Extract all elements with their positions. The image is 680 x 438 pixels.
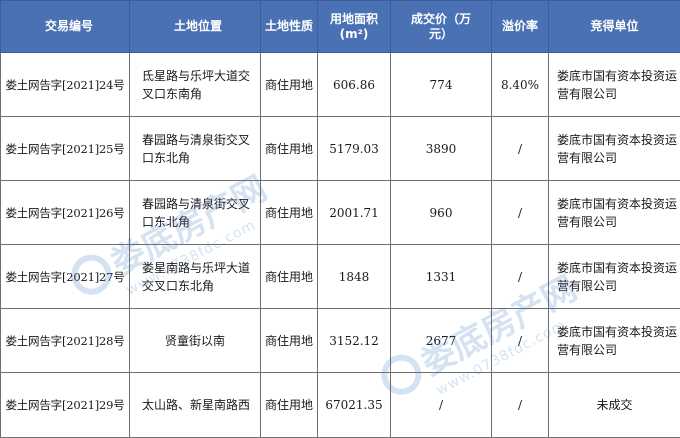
cell-winner: 未成交: [549, 373, 680, 438]
cell-winner: 娄底市国有资本投资运营有限公司: [549, 53, 680, 117]
cell-price: 960: [391, 181, 492, 245]
cell-code: 娄土网告字[2021]26号: [1, 181, 130, 245]
cell-location: 春园路与清泉街交叉口东北角: [130, 117, 261, 181]
table-row: 娄土网告字[2021]24号 氐星路与乐坪大道交叉口东南角 商住用地 606.8…: [1, 53, 680, 117]
cell-winner: 娄底市国有资本投资运营有限公司: [549, 181, 680, 245]
header-location: 土地位置: [130, 1, 261, 53]
cell-code: 娄土网告字[2021]27号: [1, 245, 130, 309]
table-row: 娄土网告字[2021]29号 太山路、新星南路西 商住用地 67021.35 /…: [1, 373, 680, 438]
cell-winner: 娄底市国有资本投资运营有限公司: [549, 309, 680, 373]
table-row: 娄土网告字[2021]26号 春园路与清泉街交叉口东北角 商住用地 2001.7…: [1, 181, 680, 245]
cell-price: 2677: [391, 309, 492, 373]
header-row: 交易编号 土地位置 土地性质 用地面积 (m²) 成交价（万 元） 溢价率 竞得…: [1, 1, 680, 53]
cell-nature: 商住用地: [261, 117, 318, 181]
cell-nature: 商住用地: [261, 309, 318, 373]
header-nature: 土地性质: [261, 1, 318, 53]
cell-winner: 娄底市国有资本投资运营有限公司: [549, 245, 680, 309]
header-code: 交易编号: [1, 1, 130, 53]
cell-price: 3890: [391, 117, 492, 181]
cell-price: /: [391, 373, 492, 438]
cell-nature: 商住用地: [261, 181, 318, 245]
cell-code: 娄土网告字[2021]24号: [1, 53, 130, 117]
header-area: 用地面积 (m²): [318, 1, 391, 53]
cell-area: 606.86: [318, 53, 391, 117]
cell-winner: 娄底市国有资本投资运营有限公司: [549, 117, 680, 181]
cell-code: 娄土网告字[2021]25号: [1, 117, 130, 181]
cell-location: 太山路、新星南路西: [130, 373, 261, 438]
table-row: 娄土网告字[2021]25号 春园路与清泉街交叉口东北角 商住用地 5179.0…: [1, 117, 680, 181]
cell-premium: 8.40%: [492, 53, 549, 117]
header-price: 成交价（万 元）: [391, 1, 492, 53]
header-winner: 竞得单位: [549, 1, 680, 53]
cell-premium: /: [492, 373, 549, 438]
cell-price: 1331: [391, 245, 492, 309]
table-row: 娄土网告字[2021]27号 娄星南路与乐坪大道交叉口东北角 商住用地 1848…: [1, 245, 680, 309]
cell-code: 娄土网告字[2021]29号: [1, 373, 130, 438]
cell-location: 娄星南路与乐坪大道交叉口东北角: [130, 245, 261, 309]
cell-area: 1848: [318, 245, 391, 309]
cell-area: 3152.12: [318, 309, 391, 373]
cell-premium: /: [492, 117, 549, 181]
cell-price: 774: [391, 53, 492, 117]
cell-code: 娄土网告字[2021]28号: [1, 309, 130, 373]
cell-premium: /: [492, 245, 549, 309]
cell-location: 春园路与清泉街交叉口东北角: [130, 181, 261, 245]
cell-area: 5179.03: [318, 117, 391, 181]
cell-premium: /: [492, 309, 549, 373]
cell-nature: 商住用地: [261, 53, 318, 117]
cell-location: 氐星路与乐坪大道交叉口东南角: [130, 53, 261, 117]
cell-location: 贤童街以南: [130, 309, 261, 373]
table-row: 娄土网告字[2021]28号 贤童街以南 商住用地 3152.12 2677 /…: [1, 309, 680, 373]
cell-area: 2001.71: [318, 181, 391, 245]
cell-premium: /: [492, 181, 549, 245]
cell-nature: 商住用地: [261, 373, 318, 438]
cell-area: 67021.35: [318, 373, 391, 438]
header-premium: 溢价率: [492, 1, 549, 53]
cell-nature: 商住用地: [261, 245, 318, 309]
